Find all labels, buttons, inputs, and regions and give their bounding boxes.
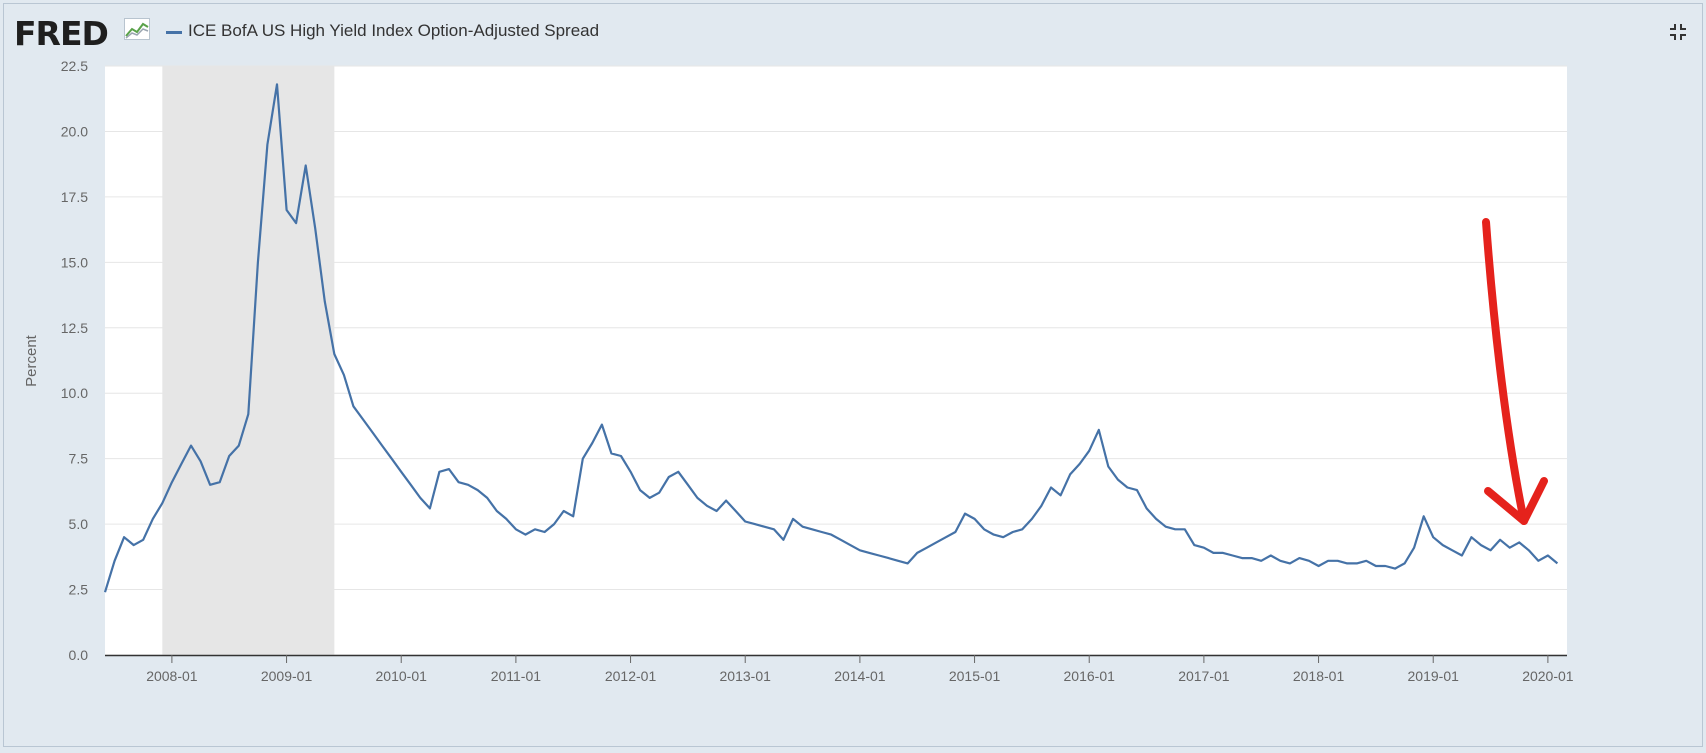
- x-tick-label: 2008-01: [146, 668, 198, 684]
- y-tick-label: 2.5: [69, 582, 89, 598]
- annotation-arrow-head: [1484, 477, 1548, 525]
- y-tick-label: 12.5: [61, 320, 88, 336]
- chart-svg: 0.0 2.5 5.0 7.5 10.0 12.5 15.0 17.5 20.0 22.5 2008…: [23, 58, 1574, 684]
- legend-swatch: [166, 31, 182, 34]
- y-tick-label: 20.0: [61, 123, 88, 139]
- y-axis-title: Percent: [23, 334, 40, 387]
- recession-shading-layer: [162, 66, 335, 655]
- fullscreen-icon[interactable]: [1668, 22, 1688, 42]
- x-tick-label: 2013-01: [720, 668, 772, 684]
- gridlines: [105, 65, 1567, 656]
- series-line: [103, 83, 1559, 593]
- x-tick-label: 2016-01: [1064, 668, 1116, 684]
- x-tick-label: 2015-01: [949, 668, 1001, 684]
- x-tick-label: 2011-01: [491, 668, 542, 684]
- x-tick-label: 2009-01: [261, 668, 313, 684]
- axes: 0.0 2.5 5.0 7.5 10.0 12.5 15.0 17.5 20.0 22.5 2008…: [61, 58, 1574, 684]
- y-tick-label: 0.0: [69, 647, 89, 663]
- chart-line-icon: [124, 18, 150, 40]
- x-tick-label: 2014-01: [834, 668, 886, 684]
- chart-header: FRED ICE BofA US High Yield Index Option…: [4, 4, 1702, 66]
- x-tick-label: 2018-01: [1293, 668, 1345, 684]
- recession-band: [162, 66, 335, 655]
- y-tick-label: 10.0: [61, 385, 88, 401]
- y-tick-label: 15.0: [61, 254, 88, 270]
- plot-area: [105, 66, 1567, 655]
- x-tick-label: 2012-01: [605, 668, 657, 684]
- series-layer: [103, 83, 1559, 593]
- x-tick-label: 2017-01: [1178, 668, 1230, 684]
- annotation-arrow-shaft: [1482, 218, 1528, 525]
- x-tick-label: 2020-01: [1522, 668, 1574, 684]
- y-tick-label: 7.5: [69, 451, 89, 467]
- annotation-arrow: [1482, 218, 1548, 525]
- y-tick-label: 5.0: [69, 516, 89, 532]
- x-tick-label: 2010-01: [376, 668, 428, 684]
- y-tick-label: 22.5: [61, 58, 88, 74]
- x-tick-label: 2019-01: [1408, 668, 1460, 684]
- fullscreen-icon-graphic: [1670, 24, 1686, 40]
- y-tick-label: 17.5: [61, 189, 88, 205]
- legend-label[interactable]: ICE BofA US High Yield Index Option-Adju…: [188, 21, 600, 40]
- fred-logo[interactable]: FRED: [14, 14, 109, 53]
- chart-frame: 0.0 2.5 5.0 7.5 10.0 12.5 15.0 17.5 20.0 22.5 2008…: [3, 3, 1703, 747]
